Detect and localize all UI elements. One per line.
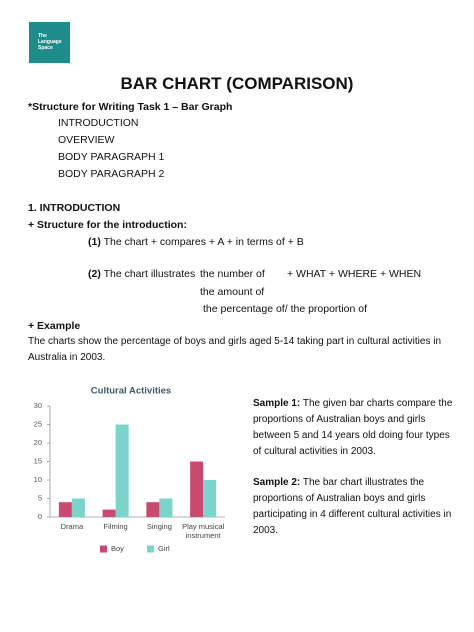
list-item: OVERVIEW [58, 134, 115, 146]
paragraph-line: Australia in 2003. [28, 352, 106, 363]
list-item: BODY PARAGRAPH 2 [58, 168, 165, 180]
x-tick-label: Play musical instrument [182, 522, 225, 540]
bar [102, 509, 116, 517]
heading: 1. INTRODUCTION [28, 202, 121, 214]
legend-swatch [100, 545, 107, 553]
y-tick-label: 20 [34, 438, 42, 447]
sample-line: of cultural activities in 2003. [253, 446, 376, 457]
sample-line: between 5 and 14 years old doing four ty… [253, 430, 450, 441]
logo: The Language Space [29, 22, 70, 63]
x-tick-label: Singing [146, 522, 172, 531]
bar [159, 498, 173, 517]
chart-title: Cultural Activities [91, 386, 171, 397]
logo-text: Space [38, 45, 53, 51]
formula-text: The chart illustrates [103, 268, 196, 280]
logo-text: The [38, 33, 47, 39]
sample-line: proportions of Australian boys and girls [253, 493, 426, 504]
list-item: BODY PARAGRAPH 1 [58, 151, 165, 163]
heading: *Structure for Writing Task 1 – Bar Grap… [28, 101, 233, 113]
chart-container: Cultural Activities 0 5 10 15 20 25 30 Boy Girl … [20, 380, 250, 565]
y-tick-label: 30 [34, 401, 42, 410]
formula: (1) The chart + compares + A + in terms … [88, 235, 304, 249]
legend-label: Boy [111, 544, 124, 553]
formula: (2) The chart illustrates [88, 267, 195, 281]
subheading: + Structure for the introduction: [28, 219, 187, 231]
formula-number: (1) [88, 236, 101, 248]
sample-line: The bar chart illustrates the [302, 477, 425, 488]
legend-label: Girl [158, 544, 170, 553]
list-item: INTRODUCTION [58, 117, 139, 129]
legend-swatch [147, 545, 154, 553]
x-tick-label: Drama [60, 522, 84, 531]
sample-line: 2003. [253, 525, 279, 536]
bar [58, 502, 72, 517]
y-tick-label: 0 [38, 512, 42, 521]
formula-suffix: + WHAT + WHERE + WHEN [287, 268, 422, 280]
formula-option: the amount of [200, 286, 265, 298]
paragraph-line: The charts show the percentage of boys a… [28, 336, 442, 347]
x-tick-label: Filming [103, 522, 128, 531]
page-title: BAR CHART (COMPARISON) [120, 74, 354, 93]
y-tick-label: 25 [34, 419, 42, 428]
sample: Sample 1: The given bar charts compare t… [253, 396, 452, 412]
heading: + Example [28, 320, 81, 332]
formula-text: The chart + compares + A + in terms of +… [103, 236, 304, 248]
sample-line: proportions of Australian boys and girls [253, 414, 426, 425]
chart: Cultural Activities 0 5 10 15 20 25 30 Boy Girl [34, 386, 225, 553]
y-tick-label: 15 [34, 456, 42, 465]
sample: Sample 2: The bar chart illustrates the [253, 475, 424, 491]
bar [203, 480, 217, 517]
y-tick-label: 5 [38, 493, 42, 502]
formula-option: the percentage of/ the proportion of [203, 303, 368, 315]
sample-line: The given bar charts compare the [302, 398, 453, 409]
formula-number: (2) [88, 268, 101, 280]
logo-text: Language [38, 39, 62, 45]
bar [71, 498, 85, 517]
bar [146, 502, 160, 517]
sample-label: Sample 1: [253, 398, 301, 409]
bar [190, 461, 204, 517]
bar [115, 424, 129, 517]
sample-label: Sample 2: [253, 477, 301, 488]
sample-line: participating in 4 different cultural ac… [253, 509, 452, 520]
y-tick-label: 10 [34, 475, 42, 484]
formula-option: the number of [200, 268, 265, 280]
